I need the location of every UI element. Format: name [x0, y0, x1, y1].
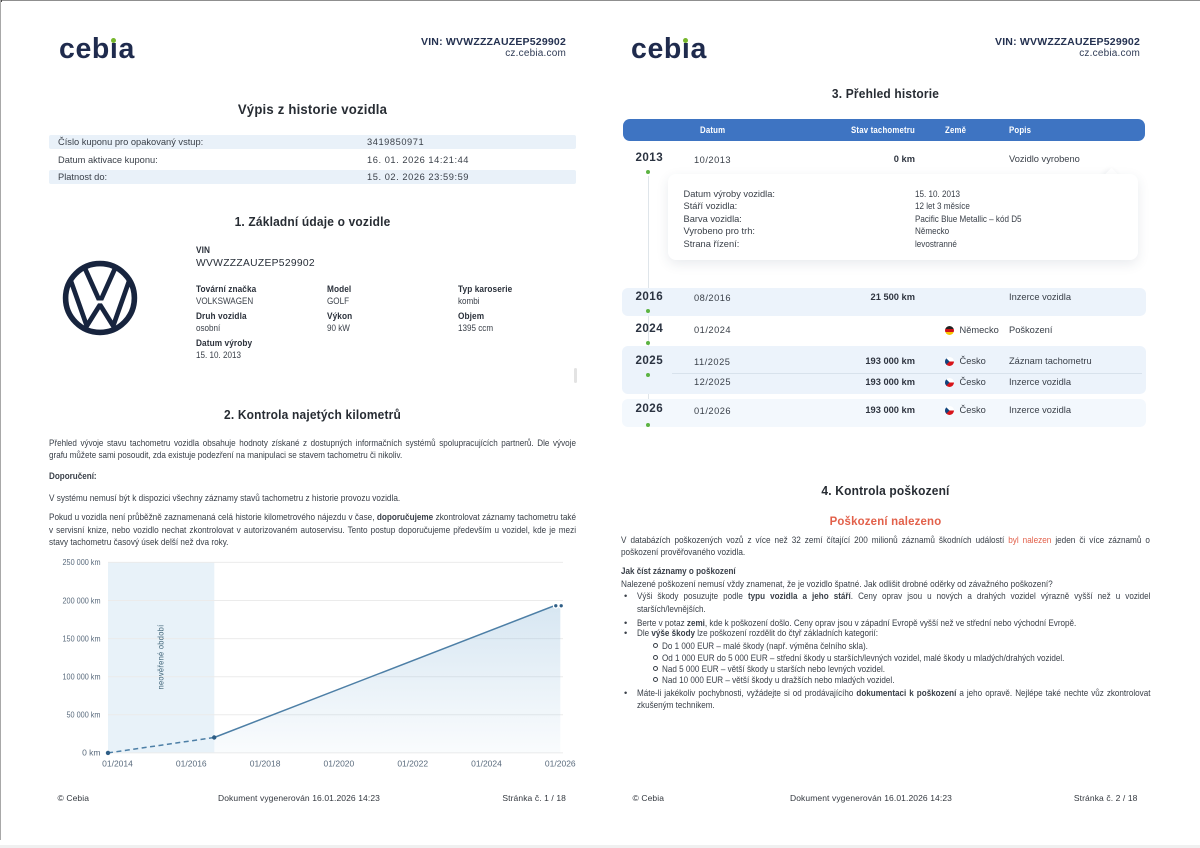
svg-text:01/2022: 01/2022	[397, 759, 428, 769]
svg-text:01/2020: 01/2020	[324, 759, 355, 769]
svg-text:01/2024: 01/2024	[471, 759, 502, 769]
svg-text:150 000 km: 150 000 km	[63, 633, 101, 643]
svg-text:0 km: 0 km	[82, 748, 100, 758]
svg-text:200 000 km: 200 000 km	[63, 595, 101, 605]
svg-text:01/2016: 01/2016	[176, 759, 207, 769]
svg-text:neověřené období: neověřené období	[156, 624, 166, 689]
svg-text:01/2026: 01/2026	[545, 759, 576, 769]
svg-text:50 000 km: 50 000 km	[67, 710, 101, 720]
svg-text:100 000 km: 100 000 km	[63, 672, 101, 682]
svg-text:250 000 km: 250 000 km	[63, 557, 101, 567]
svg-text:01/2014: 01/2014	[102, 759, 133, 769]
svg-text:01/2018: 01/2018	[250, 759, 281, 769]
